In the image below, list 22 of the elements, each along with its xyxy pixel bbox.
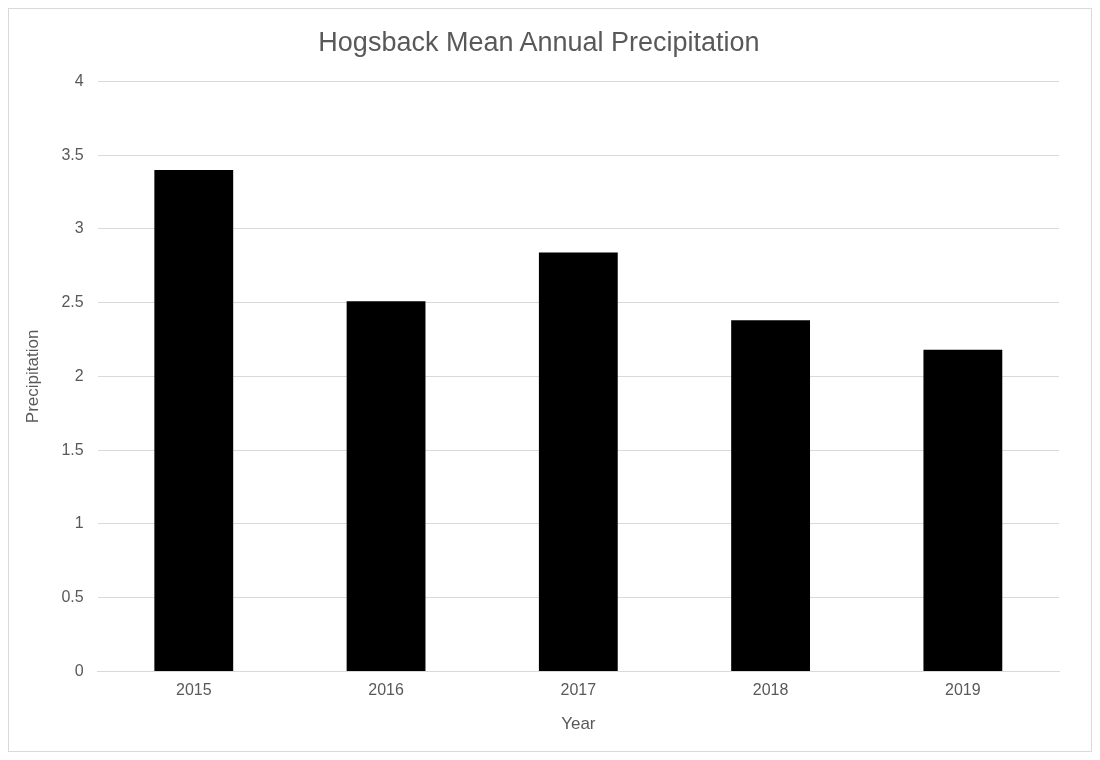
y-tick-label: 4 bbox=[74, 71, 84, 89]
y-tick-label: 0.5 bbox=[61, 588, 84, 606]
bar bbox=[923, 349, 1003, 671]
x-tick-label: 2017 bbox=[560, 681, 597, 699]
x-tick-label: 2019 bbox=[945, 681, 981, 699]
y-tick-label: 2.5 bbox=[61, 293, 84, 311]
x-tick-label: 2015 bbox=[175, 681, 212, 699]
y-tick-label: 0 bbox=[74, 661, 84, 679]
x-tick-label: 2018 bbox=[752, 681, 789, 699]
x-axis-title: Year bbox=[561, 714, 596, 734]
y-tick-label: 2 bbox=[74, 366, 84, 384]
y-tick-label: 1.5 bbox=[61, 440, 84, 458]
bar bbox=[538, 252, 618, 671]
y-tick-label: 3 bbox=[74, 219, 84, 237]
y-axis-title: Precipitation bbox=[22, 329, 42, 424]
bar bbox=[346, 301, 426, 671]
chart-title: Hogsback Mean Annual Precipitation bbox=[318, 26, 760, 57]
y-tick-label: 3.5 bbox=[61, 145, 84, 163]
bar bbox=[154, 169, 234, 671]
y-tick-label: 1 bbox=[74, 514, 84, 532]
x-tick-label: 2016 bbox=[368, 681, 404, 699]
bar bbox=[731, 320, 811, 671]
